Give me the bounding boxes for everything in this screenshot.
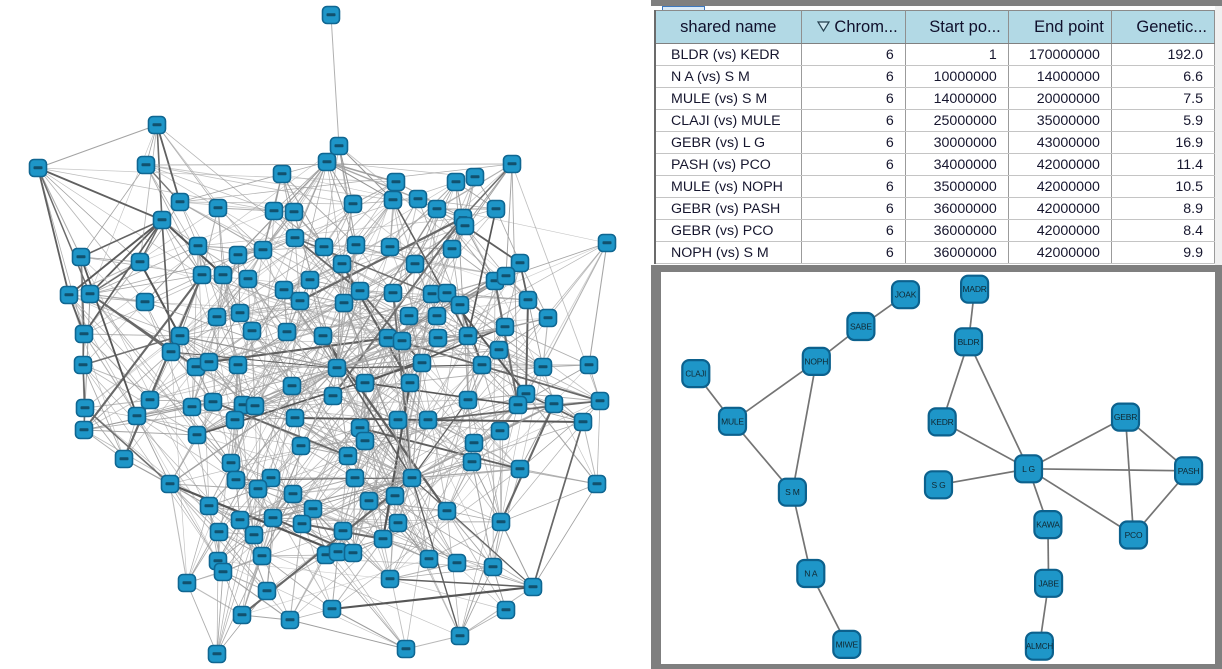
svg-text:KEDR: KEDR (931, 416, 954, 426)
svg-text:PCO: PCO (1125, 530, 1143, 540)
svg-text:JABE: JABE (1038, 578, 1059, 588)
svg-text:ALMCH: ALMCH (1026, 642, 1053, 651)
svg-text:MULE: MULE (721, 416, 744, 426)
svg-text:L G: L G (1022, 463, 1035, 473)
svg-text:N A: N A (804, 568, 818, 578)
svg-text:SABE: SABE (850, 321, 872, 331)
svg-text:KAWA: KAWA (1036, 519, 1060, 529)
svg-text:CLAJI: CLAJI (685, 369, 706, 378)
svg-text:GEBR: GEBR (1114, 412, 1137, 422)
svg-text:S M: S M (785, 487, 800, 497)
svg-text:JOAK: JOAK (895, 289, 917, 299)
svg-text:MADR: MADR (962, 284, 986, 294)
svg-text:PASH: PASH (1178, 465, 1200, 475)
svg-text:S G: S G (931, 479, 945, 489)
svg-text:MIWE: MIWE (836, 639, 859, 649)
svg-text:BLDR: BLDR (958, 336, 980, 346)
svg-text:NOPH: NOPH (804, 356, 828, 366)
